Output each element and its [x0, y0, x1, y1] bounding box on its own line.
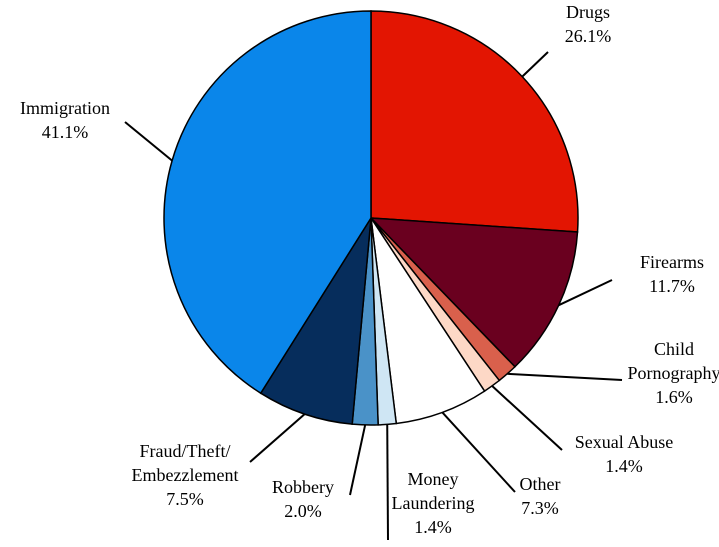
label-line: Money — [408, 469, 459, 489]
leader-line — [491, 385, 563, 451]
label-line: Pornography — [628, 363, 719, 383]
label-line: Drugs — [566, 2, 610, 22]
pie-slice — [370, 10, 579, 233]
slice-label: Child Pornography — [628, 339, 719, 383]
value-label: 7.3% — [521, 498, 559, 518]
slice-label: Robbery — [272, 477, 334, 497]
label-line: Sexual Abuse — [575, 432, 674, 452]
leader-line — [521, 51, 549, 78]
leader-line — [124, 121, 173, 162]
value-label: 2.0% — [284, 501, 322, 521]
value-label: 7.5% — [166, 489, 204, 509]
slice-label: Drugs — [566, 2, 610, 22]
label-line: Fraud/Theft/ — [140, 441, 231, 461]
value-label: 1.6% — [655, 387, 693, 407]
label-line: Child — [654, 339, 694, 359]
label-line: Firearms — [640, 252, 704, 272]
value-label: 26.1% — [565, 26, 612, 46]
slice-label: Money Laundering — [392, 469, 475, 513]
value-label: 1.4% — [414, 517, 452, 537]
value-label: 1.4% — [605, 456, 643, 476]
pie-slice — [369, 217, 579, 368]
leader-line — [349, 424, 367, 496]
label-line: Robbery — [272, 477, 334, 497]
leader-line — [441, 411, 516, 493]
label-line: Other — [520, 474, 561, 494]
leader-line — [386, 424, 389, 541]
pie-slice — [259, 217, 372, 425]
leader-line — [558, 279, 613, 307]
slice-label: Fraud/Theft/Embezzlement — [132, 441, 239, 485]
value-label: 11.7% — [649, 276, 695, 296]
leader-line — [249, 413, 306, 463]
label-line: Embezzlement — [132, 465, 239, 485]
slice-label: Immigration — [20, 98, 110, 118]
slice-label: Sexual Abuse — [575, 432, 674, 452]
label-line: Laundering — [392, 493, 475, 513]
slice-label: Other — [520, 474, 561, 494]
value-label: 41.1% — [42, 122, 89, 142]
label-line: Immigration — [20, 98, 110, 118]
pie-slice — [163, 10, 372, 395]
slice-label: Firearms — [640, 252, 704, 272]
leader-line — [507, 372, 623, 381]
